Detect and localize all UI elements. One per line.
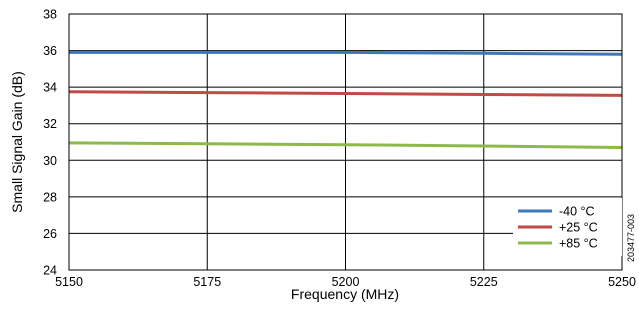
y-tick-label: 38 bbox=[43, 8, 57, 22]
legend-label-0: -40 °C bbox=[559, 205, 595, 219]
y-tick-label: 30 bbox=[43, 154, 57, 168]
x-axis-title: Frequency (MHz) bbox=[291, 286, 399, 302]
y-tick-label: 24 bbox=[43, 264, 57, 278]
y-tick-label: 32 bbox=[43, 117, 57, 131]
x-tick-label: 5250 bbox=[608, 275, 636, 289]
series-lines bbox=[68, 50, 623, 149]
series-line-1 bbox=[68, 90, 623, 97]
x-tick-label: 5225 bbox=[470, 275, 498, 289]
plot-area-frame bbox=[68, 13, 623, 271]
x-tick-label: 5175 bbox=[193, 275, 221, 289]
legend-label-2: +85 °C bbox=[559, 237, 598, 251]
legend: -40 °C +25 °C +85 °C bbox=[513, 198, 622, 256]
x-tick-labels: 5150 5175 5200 5225 5250 bbox=[55, 275, 636, 289]
y-tick-label: 34 bbox=[43, 81, 57, 95]
legend-label-1: +25 °C bbox=[559, 221, 598, 235]
figure-id-label: 203477-003 bbox=[626, 214, 636, 262]
y-tick-label: 26 bbox=[43, 227, 57, 241]
x-tick-label: 5200 bbox=[332, 275, 360, 289]
series-line-0 bbox=[69, 50, 623, 56]
y-tick-labels: 24 26 28 30 32 34 36 38 bbox=[43, 8, 57, 278]
y-axis-title: Small Signal Gain (dB) bbox=[9, 71, 25, 213]
series-line-2 bbox=[68, 141, 623, 149]
y-tick-label: 28 bbox=[43, 190, 57, 204]
y-tick-label: 36 bbox=[43, 44, 57, 58]
x-tick-label: 5150 bbox=[55, 275, 83, 289]
